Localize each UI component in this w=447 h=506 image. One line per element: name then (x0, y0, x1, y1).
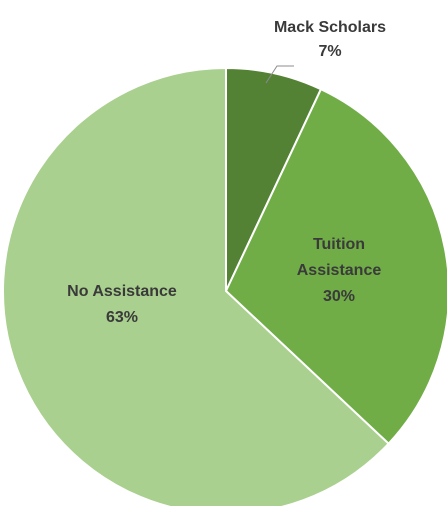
mack-scholars-percent: 7% (318, 43, 341, 60)
mack-scholars-label: Mack Scholars (274, 19, 386, 36)
pie-slice-tuition-assistance (224, 87, 447, 446)
pie-slices (2, 66, 447, 506)
no-assistance-percent: 63% (106, 309, 138, 326)
mack-scholars-leader-line (265, 65, 294, 84)
tuition-assistance-percent: 30% (323, 288, 355, 305)
pie-slice-no-assistance (2, 66, 390, 506)
tuition-assistance-label-line2: Assistance (297, 262, 382, 279)
no-assistance-label: No Assistance (67, 283, 177, 300)
tuition-assistance-label-line1: Tuition (313, 236, 365, 253)
